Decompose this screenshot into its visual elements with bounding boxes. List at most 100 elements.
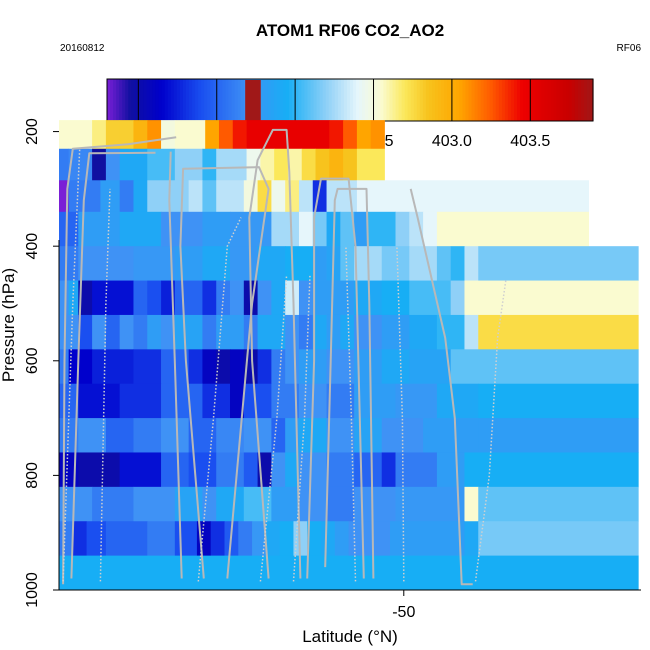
heatmap-cell — [105, 521, 148, 557]
heatmap-cell — [210, 521, 225, 557]
heatmap-cell — [257, 314, 286, 350]
colorbar-swatch — [185, 79, 190, 121]
colorbar-swatch — [164, 79, 169, 121]
heatmap-cell — [147, 120, 162, 150]
heatmap-cell — [216, 180, 245, 213]
colorbar-swatch — [167, 79, 172, 121]
colorbar-swatch — [492, 79, 497, 121]
heatmap-cell — [478, 418, 639, 453]
heatmap-cell — [105, 418, 134, 453]
colorbar-swatch — [274, 79, 278, 121]
heatmap-cell — [403, 180, 589, 213]
colorbar-swatch — [428, 79, 433, 121]
heatmap-cell — [133, 314, 148, 350]
colorbar-swatch — [486, 79, 491, 121]
colorbar-swatch — [304, 79, 309, 121]
flight-track-dotted — [474, 280, 507, 582]
heatmap-cell — [326, 383, 355, 419]
heatmap-cell — [265, 521, 281, 557]
colorbar-swatch — [152, 79, 157, 121]
flight-track-dotted — [259, 274, 288, 582]
colorbar-swatch — [319, 79, 324, 121]
flight-track-dotted — [396, 246, 405, 582]
colorbar-swatch — [140, 79, 145, 121]
heatmap-cell — [119, 452, 162, 488]
heatmap-cell — [202, 211, 231, 247]
heatmap-cell — [395, 452, 438, 488]
colorbar-swatch — [161, 79, 166, 121]
heatmap-cell — [343, 120, 358, 150]
date-label: 20160812 — [60, 43, 105, 54]
heatmap-cell — [285, 180, 300, 213]
colorbar-swatch — [356, 79, 360, 121]
colorbar-swatch — [404, 79, 409, 121]
heatmap-cell — [307, 521, 322, 557]
heatmap-cell — [202, 486, 217, 522]
heatmap-cell — [232, 120, 247, 150]
colorbar-swatch — [343, 79, 348, 121]
heatmap-cell — [464, 486, 479, 522]
flight-track-segment — [62, 136, 177, 585]
heatmap-cell — [293, 521, 308, 557]
colorbar-swatch — [264, 79, 269, 121]
heatmap-cell — [381, 349, 410, 385]
heatmap-cell — [334, 521, 350, 557]
heatmap-cell — [381, 246, 410, 281]
heatmap-cell — [216, 314, 245, 350]
colorbar-swatch — [222, 79, 227, 121]
heatmap-cell — [92, 349, 134, 385]
heatmap-cell — [464, 314, 479, 350]
heatmap-cell — [257, 180, 272, 213]
heatmap-cell — [354, 211, 369, 247]
heatmap-cell — [59, 280, 70, 316]
heatmap-cell — [59, 211, 79, 247]
heatmap-cell — [238, 521, 253, 557]
colorbar-swatch — [122, 79, 126, 121]
colorbar-swatch — [201, 79, 205, 121]
colorbar-swatch — [465, 79, 470, 121]
colorbar-swatch — [204, 79, 208, 121]
heatmap-cell — [147, 280, 162, 316]
heatmap-cell — [343, 148, 358, 181]
colorbar-swatch — [568, 79, 573, 121]
flight-track-segment — [409, 188, 473, 586]
heatmap-cell — [340, 246, 355, 281]
colorbar-swatch — [189, 79, 193, 121]
flight-track-segment — [248, 128, 302, 579]
heatmap-cell — [105, 314, 121, 350]
flight-track-segment — [168, 151, 183, 579]
colorbar-swatch — [362, 79, 366, 121]
heatmap-cell — [133, 486, 176, 522]
heatmap-cell — [59, 148, 70, 181]
colorbar-swatch — [514, 79, 518, 121]
axes: 200 400 600 800 1000 -50 — [24, 118, 641, 621]
heatmap-cell — [216, 452, 245, 488]
heatmap-cell — [436, 383, 479, 419]
colorbar-swatch — [401, 79, 406, 121]
colorbar-swatch — [432, 79, 436, 121]
colorbar-swatch — [295, 79, 299, 121]
heatmap-cell — [243, 383, 272, 419]
heatmap-cell — [147, 314, 162, 350]
colorbar-swatch — [386, 79, 391, 121]
colorbar-swatch — [298, 79, 302, 121]
colorbar-swatch — [310, 79, 315, 121]
colorbar-swatch — [301, 79, 306, 121]
colorbar-swatch — [261, 79, 266, 121]
y-tick-label: 400 — [24, 233, 41, 260]
heatmap-cell — [329, 148, 344, 181]
heatmap-cell — [423, 418, 479, 453]
heatmap-cell — [409, 314, 438, 350]
colorbar-swatch — [286, 79, 290, 121]
colorbar-swatch — [517, 79, 521, 121]
colorbar-swatch — [435, 79, 439, 121]
heatmap-cell — [174, 521, 198, 557]
colorbar-swatch — [495, 79, 500, 121]
colorbar-swatch — [328, 79, 333, 121]
heatmap-cell — [409, 280, 452, 316]
flight-track — [62, 128, 507, 586]
colorbar-swatch — [131, 79, 135, 121]
colorbar-swatch — [377, 79, 381, 121]
heatmap-cell — [340, 211, 355, 247]
colorbar-swatch — [532, 79, 536, 121]
